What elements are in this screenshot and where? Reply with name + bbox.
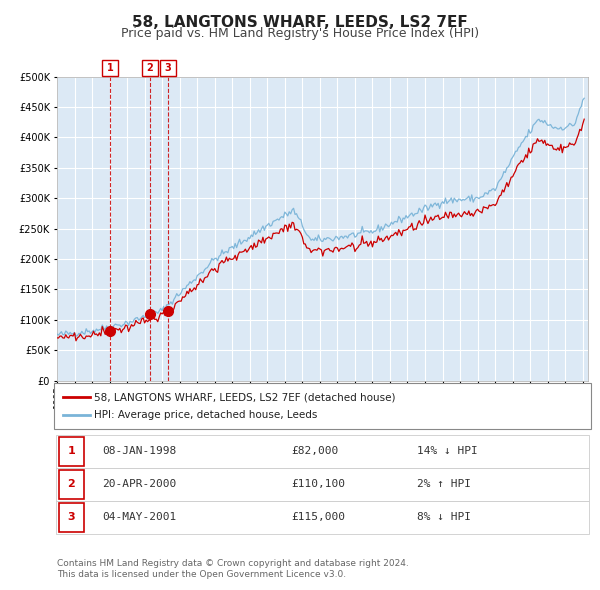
Text: 2% ↑ HPI: 2% ↑ HPI [417,480,471,489]
Text: 20-APR-2000: 20-APR-2000 [102,480,176,489]
Text: 2: 2 [68,480,75,489]
Text: 8% ↓ HPI: 8% ↓ HPI [417,513,471,522]
Text: This data is licensed under the Open Government Licence v3.0.: This data is licensed under the Open Gov… [57,571,346,579]
Text: Price paid vs. HM Land Registry's House Price Index (HPI): Price paid vs. HM Land Registry's House … [121,27,479,40]
Text: 58, LANGTONS WHARF, LEEDS, LS2 7EF (detached house): 58, LANGTONS WHARF, LEEDS, LS2 7EF (deta… [94,392,396,402]
Text: £115,000: £115,000 [291,513,345,522]
Text: 3: 3 [68,513,75,522]
Text: £110,100: £110,100 [291,480,345,489]
Text: 04-MAY-2001: 04-MAY-2001 [102,513,176,522]
Text: HPI: Average price, detached house, Leeds: HPI: Average price, detached house, Leed… [94,409,317,419]
Text: 14% ↓ HPI: 14% ↓ HPI [417,447,478,456]
Text: 2: 2 [146,63,153,73]
Text: 08-JAN-1998: 08-JAN-1998 [102,447,176,456]
Text: 3: 3 [164,63,172,73]
Text: 58, LANGTONS WHARF, LEEDS, LS2 7EF: 58, LANGTONS WHARF, LEEDS, LS2 7EF [132,15,468,30]
Text: 1: 1 [107,63,113,73]
Text: 1: 1 [68,447,75,456]
Text: Contains HM Land Registry data © Crown copyright and database right 2024.: Contains HM Land Registry data © Crown c… [57,559,409,568]
Text: £82,000: £82,000 [291,447,338,456]
